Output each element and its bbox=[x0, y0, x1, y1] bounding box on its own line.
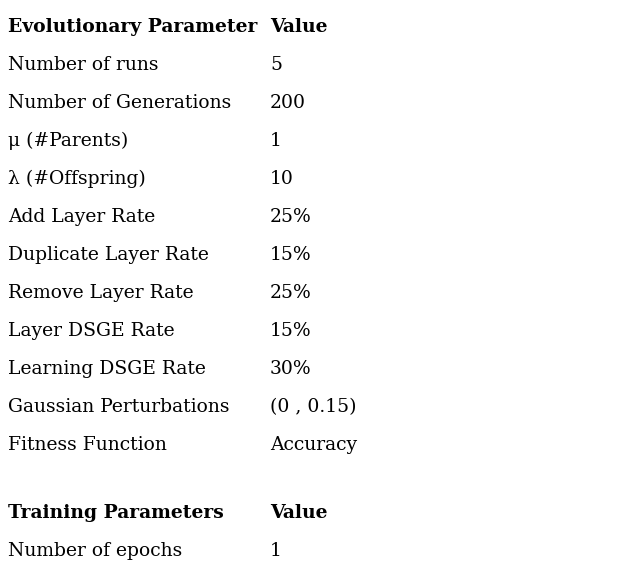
Text: 10: 10 bbox=[270, 170, 294, 188]
Text: Number of runs: Number of runs bbox=[8, 56, 158, 74]
Text: Evolutionary Parameter: Evolutionary Parameter bbox=[8, 18, 257, 36]
Text: 1: 1 bbox=[270, 132, 282, 150]
Text: λ (#Offspring): λ (#Offspring) bbox=[8, 170, 146, 188]
Text: Value: Value bbox=[270, 504, 327, 522]
Text: 25%: 25% bbox=[270, 284, 312, 302]
Text: Layer DSGE Rate: Layer DSGE Rate bbox=[8, 322, 175, 340]
Text: Value: Value bbox=[270, 18, 327, 36]
Text: Fitness Function: Fitness Function bbox=[8, 436, 167, 454]
Text: 5: 5 bbox=[270, 56, 282, 74]
Text: 30%: 30% bbox=[270, 360, 312, 378]
Text: Duplicate Layer Rate: Duplicate Layer Rate bbox=[8, 246, 209, 264]
Text: (0 , 0.15): (0 , 0.15) bbox=[270, 398, 356, 416]
Text: 200: 200 bbox=[270, 94, 306, 112]
Text: Gaussian Perturbations: Gaussian Perturbations bbox=[8, 398, 230, 416]
Text: Training Parameters: Training Parameters bbox=[8, 504, 223, 522]
Text: Accuracy: Accuracy bbox=[270, 436, 357, 454]
Text: Remove Layer Rate: Remove Layer Rate bbox=[8, 284, 193, 302]
Text: 1: 1 bbox=[270, 542, 282, 560]
Text: 15%: 15% bbox=[270, 246, 312, 264]
Text: Number of Generations: Number of Generations bbox=[8, 94, 231, 112]
Text: Learning DSGE Rate: Learning DSGE Rate bbox=[8, 360, 206, 378]
Text: Number of epochs: Number of epochs bbox=[8, 542, 182, 560]
Text: μ (#Parents): μ (#Parents) bbox=[8, 132, 128, 150]
Text: 25%: 25% bbox=[270, 208, 312, 226]
Text: 15%: 15% bbox=[270, 322, 312, 340]
Text: Add Layer Rate: Add Layer Rate bbox=[8, 208, 155, 226]
